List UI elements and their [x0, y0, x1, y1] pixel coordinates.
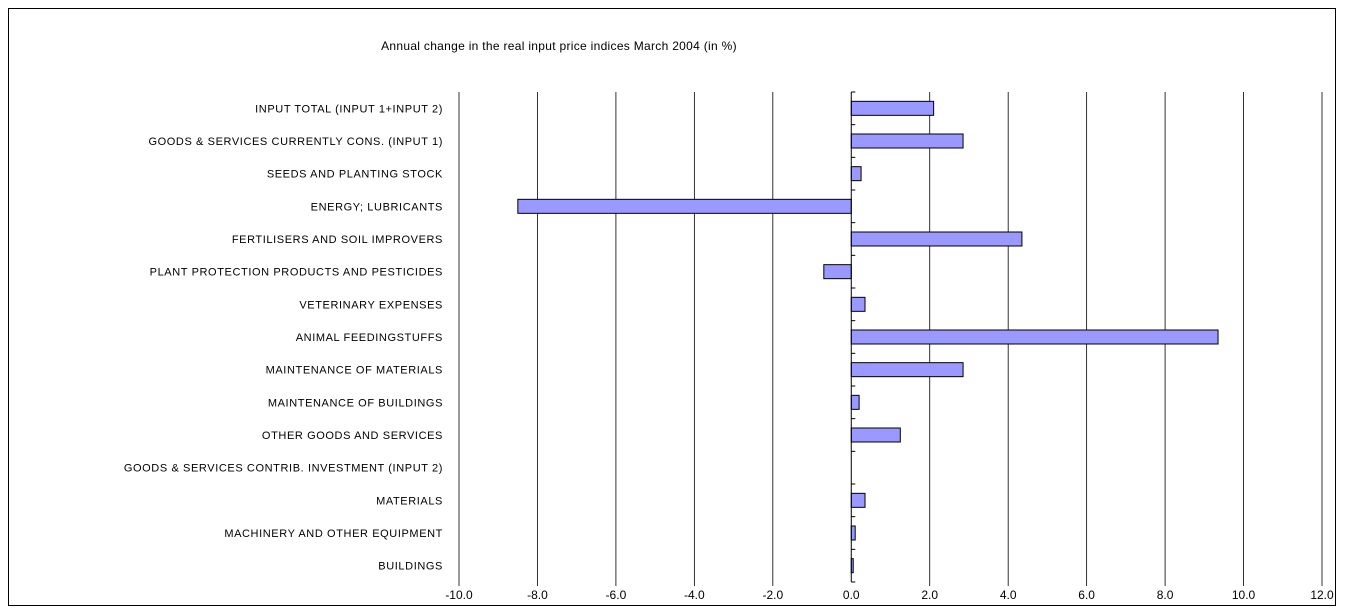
bar [851, 526, 855, 540]
category-label: VETERINARY EXPENSES [299, 299, 443, 311]
category-label: INPUT TOTAL (INPUT 1+INPUT 2) [255, 103, 443, 115]
x-tick-label: -6.0 [606, 588, 627, 602]
x-tick-label: -8.0 [527, 588, 548, 602]
bar [851, 297, 865, 311]
x-tick-label: 8.0 [1157, 588, 1174, 602]
x-tick-label: 4.0 [1000, 588, 1017, 602]
x-tick-label: -2.0 [762, 588, 783, 602]
bar [518, 199, 851, 213]
bar [851, 134, 963, 148]
bar [851, 363, 963, 377]
x-tick-labels: -10.0 -8.0 -6.0 -4.0 -2.0 0.0 2.0 4.0 6.0 8.0 10.0… [445, 588, 1334, 602]
bar-chart-plot: INPUT TOTAL (INPUT 1+INPUT 2) GOODS & SER… [9, 9, 1335, 605]
category-label: SEEDS AND PLANTING STOCK [267, 169, 443, 181]
category-label: ANIMAL FEEDINGSTUFFS [296, 332, 443, 344]
category-label: GOODS & SERVICES CONTRIB. INVESTMENT (IN… [124, 463, 443, 475]
category-label: FERTILISERS AND SOIL IMPROVERS [232, 234, 443, 246]
bar [851, 101, 933, 115]
bar [851, 493, 865, 507]
category-label: GOODS & SERVICES CURRENTLY CONS. (INPUT … [148, 136, 443, 148]
x-tick-label: -4.0 [684, 588, 705, 602]
bars [518, 101, 1218, 572]
bar [851, 428, 900, 442]
x-tick-label: 6.0 [1078, 588, 1095, 602]
bar [851, 167, 861, 181]
category-label: MAINTENANCE OF BUILDINGS [268, 397, 443, 409]
category-label: MACHINERY AND OTHER EQUIPMENT [224, 528, 443, 540]
category-labels: INPUT TOTAL (INPUT 1+INPUT 2) GOODS & SER… [124, 103, 443, 572]
x-tick-label: 12.0 [1310, 588, 1334, 602]
category-label: BUILDINGS [378, 561, 443, 573]
category-label: PLANT PROTECTION PRODUCTS AND PESTICIDES [150, 267, 443, 279]
category-label: OTHER GOODS AND SERVICES [262, 430, 443, 442]
bar [824, 265, 851, 279]
chart-frame: Annual change in the real input price in… [8, 8, 1336, 606]
category-label: ENERGY; LUBRICANTS [311, 201, 443, 213]
x-tick-label: 2.0 [921, 588, 938, 602]
x-tick-label: 0.0 [843, 588, 860, 602]
bar [851, 232, 1022, 246]
x-tick-label: 10.0 [1232, 588, 1256, 602]
bar [851, 395, 859, 409]
bar [851, 330, 1218, 344]
category-label: MATERIALS [376, 495, 443, 507]
category-label: MAINTENANCE OF MATERIALS [266, 365, 443, 377]
x-tick-label: -10.0 [445, 588, 473, 602]
